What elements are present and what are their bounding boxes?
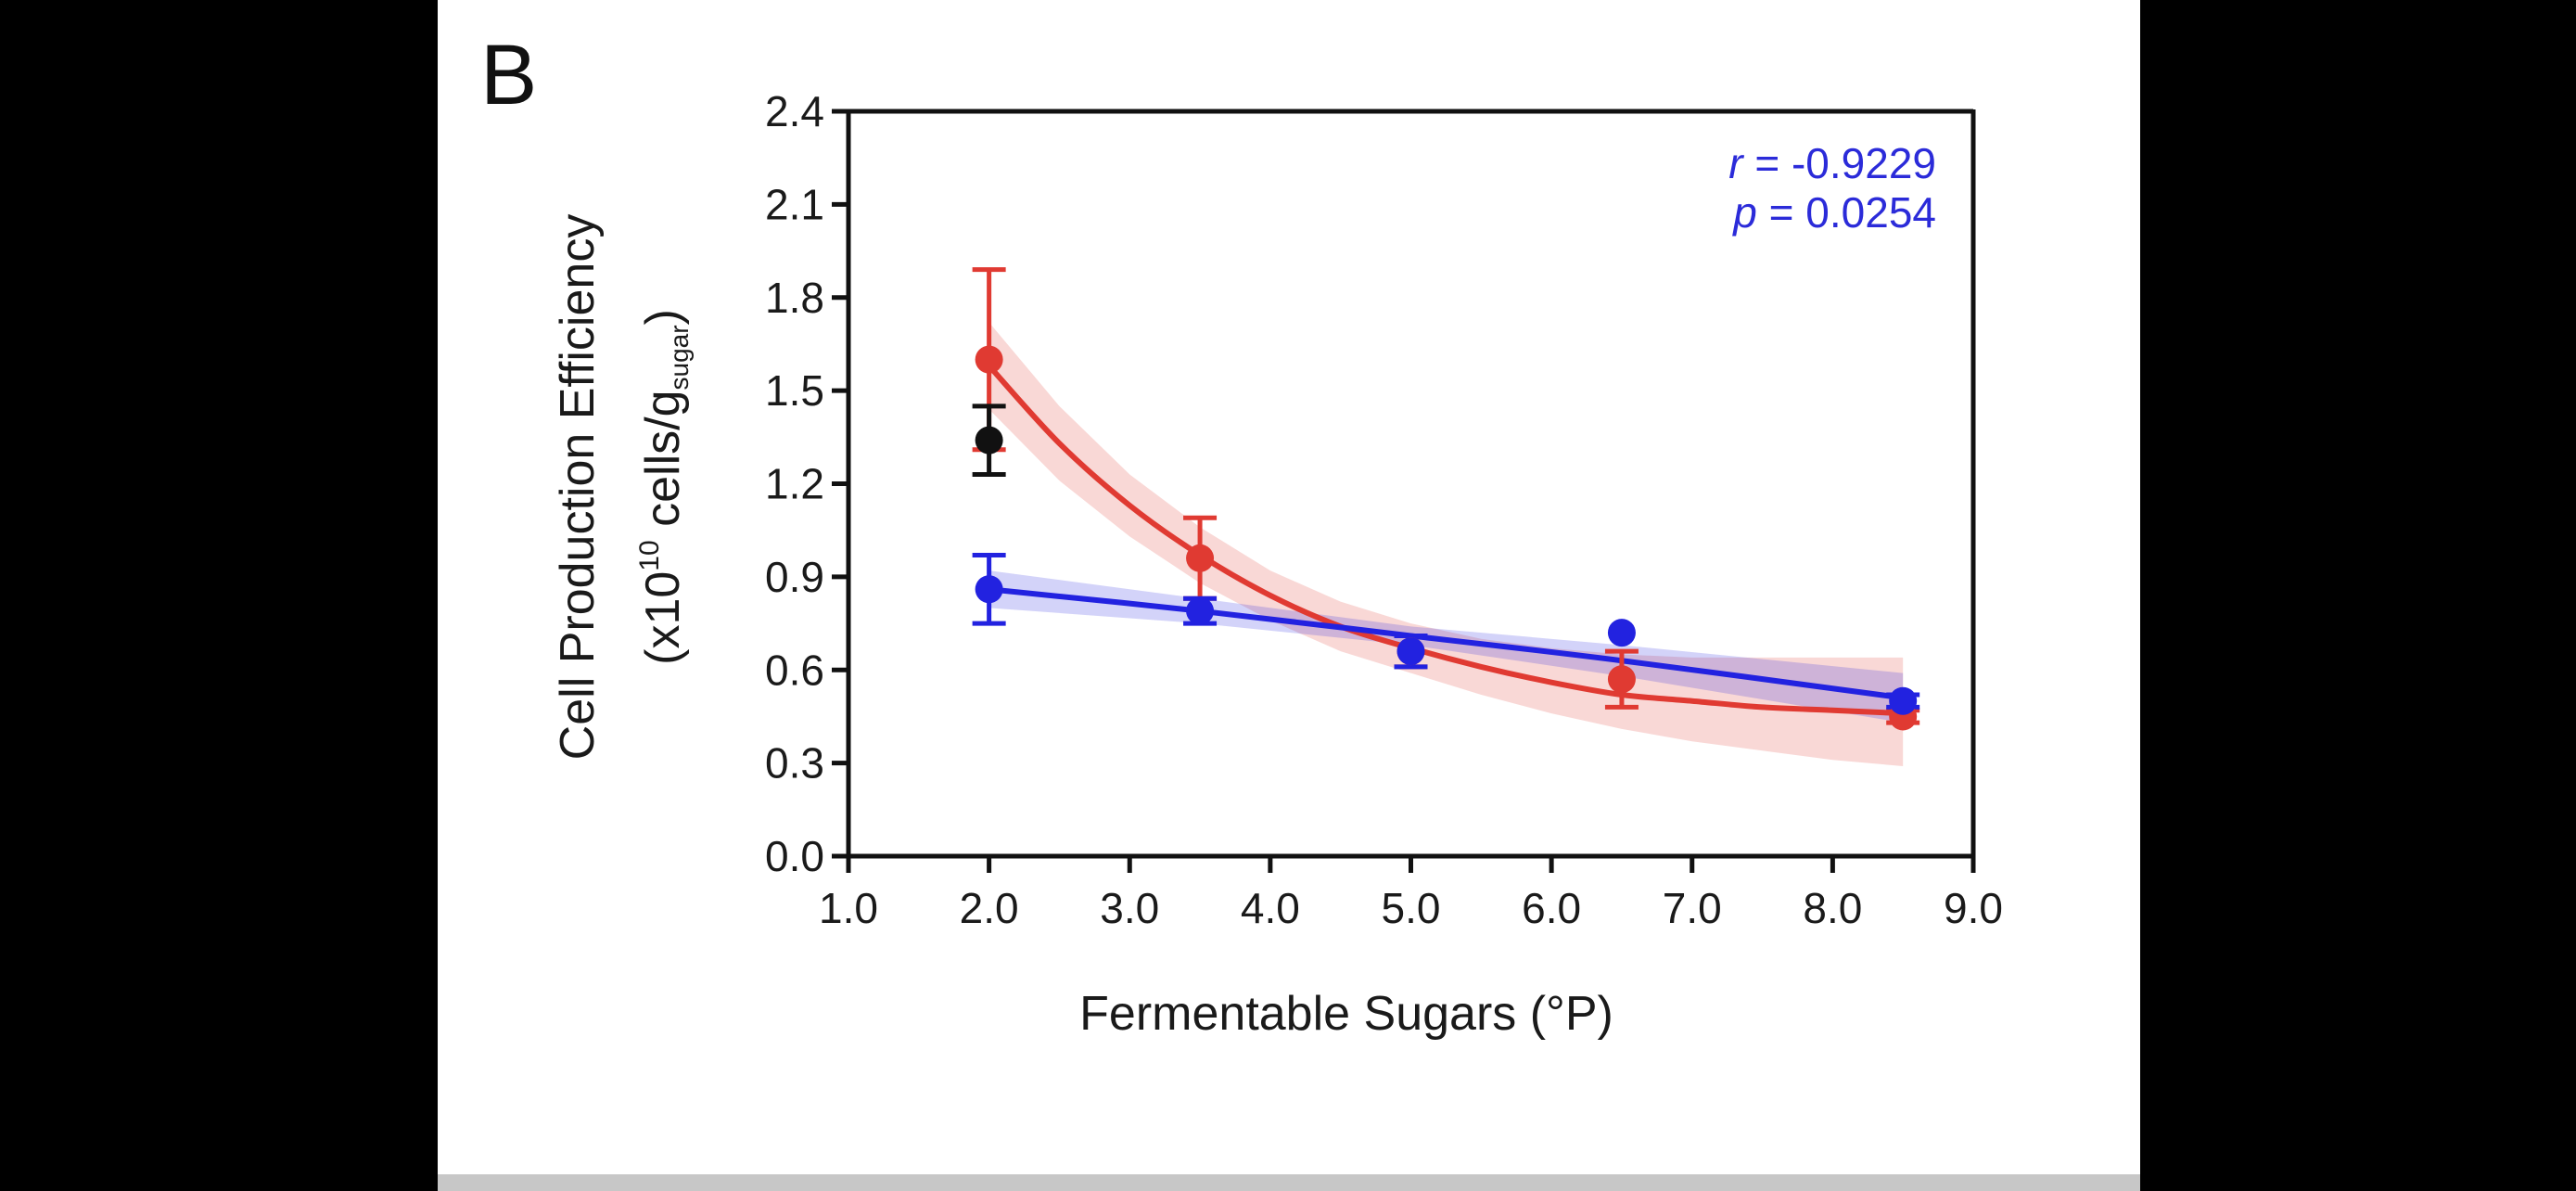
- data-point-series-2: [1889, 686, 1918, 715]
- y-tick-label: 0.9: [765, 553, 824, 601]
- y-axis-title: Cell Production Efficiency: [551, 214, 605, 761]
- x-tick-label: 1.0: [819, 884, 878, 932]
- stat-r-annotation: r = -0.9229: [1728, 139, 1936, 187]
- x-tick-label: 4.0: [1241, 884, 1300, 932]
- data-point-series-3: [975, 426, 1003, 455]
- y-axis-units-prefix: (x10: [636, 571, 690, 665]
- y-axis-title-units: (x1010 cells/gsugar): [634, 309, 694, 665]
- data-point-series-1: [975, 345, 1003, 374]
- y-axis-units-exponent: 10: [634, 540, 665, 570]
- stat-r-value: = -0.9229: [1743, 139, 1936, 187]
- y-tick-label: 0.3: [765, 739, 824, 788]
- x-tick-label: 5.0: [1382, 884, 1441, 932]
- x-tick-label: 7.0: [1663, 884, 1722, 932]
- stat-p-annotation: p = 0.0254: [1731, 188, 1936, 237]
- y-tick-label: 2.1: [765, 180, 824, 228]
- y-axis-title-line1: Cell Production Efficiency: [551, 214, 605, 761]
- confidence-bands: [988, 322, 1904, 766]
- data-points: [975, 345, 1918, 731]
- stat-r-symbol: r: [1728, 139, 1744, 187]
- confidence-band-series-1: [988, 322, 1904, 766]
- data-point-series-2: [1607, 619, 1636, 647]
- x-tick-label: 6.0: [1522, 884, 1581, 932]
- figure-panel: [438, 0, 2140, 1191]
- y-tick-label: 1.8: [765, 274, 824, 322]
- x-tick-label: 8.0: [1803, 884, 1862, 932]
- data-point-series-2: [975, 575, 1003, 604]
- y-tick-label: 1.2: [765, 460, 824, 508]
- y-tick-label: 0.0: [765, 832, 824, 880]
- panel-bottom-border: [438, 1174, 2140, 1191]
- y-tick-label: 2.4: [765, 87, 824, 135]
- y-tick-label: 0.6: [765, 646, 824, 694]
- x-axis-title: Fermentable Sugars (°P): [1079, 987, 1613, 1041]
- svg-text:(x1010 cells/gsugar): (x1010 cells/gsugar): [634, 309, 694, 665]
- stat-p-symbol: p: [1731, 188, 1757, 237]
- y-axis-units-suffix: ): [636, 309, 690, 325]
- y-axis-units-mid: cells/g: [636, 391, 690, 541]
- x-tick-label: 9.0: [1944, 884, 2003, 932]
- confidence-band-series-2: [988, 570, 1904, 724]
- axes: 0.0 0.3 0.6 0.9 1.2 1.5 1.8 2.1 2.4 1.0 2.0 3.0 4.0 5…: [765, 87, 2003, 932]
- y-tick-label: 1.5: [765, 366, 824, 415]
- data-point-series-2: [1396, 637, 1425, 666]
- x-tick-label: 3.0: [1100, 884, 1159, 932]
- stat-p-value: = 0.0254: [1757, 188, 1936, 237]
- x-tick-label: 2.0: [960, 884, 1019, 932]
- panel-label: B: [480, 28, 537, 122]
- data-point-series-1: [1607, 665, 1636, 694]
- data-point-series-2: [1186, 596, 1215, 625]
- y-axis-units-subscript: sugar: [665, 325, 694, 390]
- data-point-series-1: [1186, 544, 1215, 572]
